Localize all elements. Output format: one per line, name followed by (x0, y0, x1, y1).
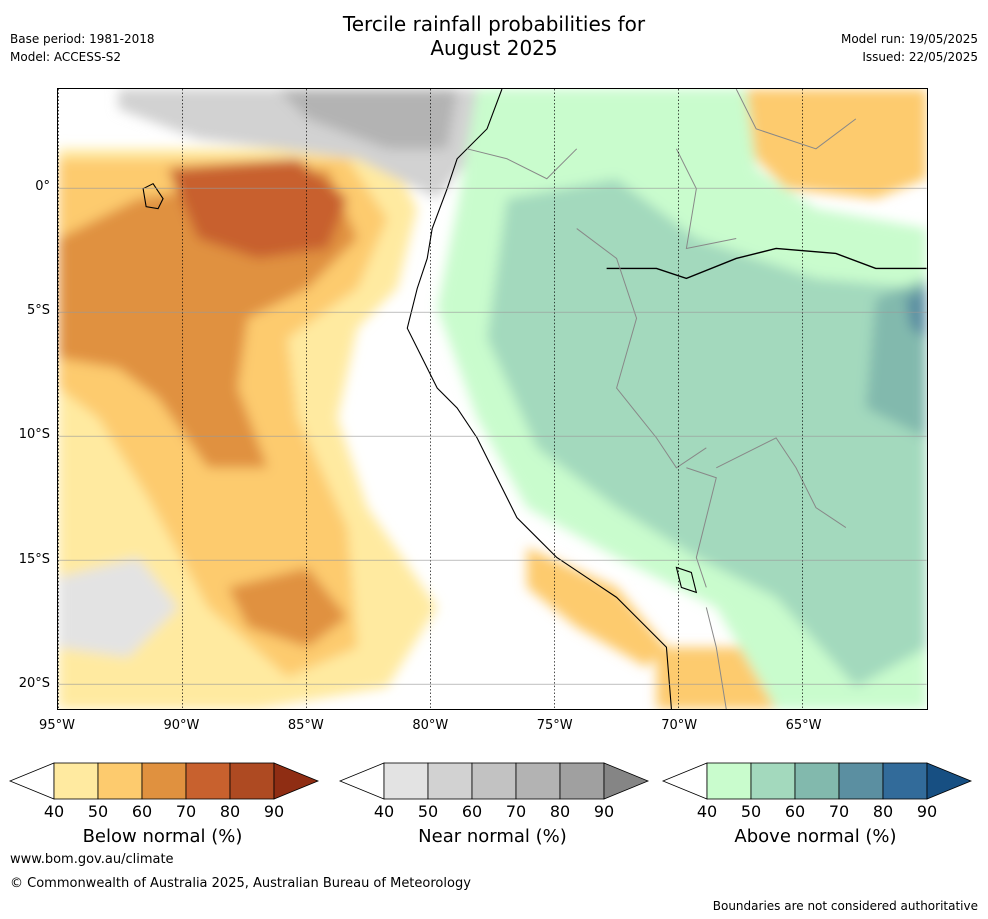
colorbar-tick-label: 40 (43, 802, 65, 821)
below-normal-region-south-inland (656, 647, 777, 709)
colorbar-above-normal (661, 762, 973, 800)
colorbar-extension-low (338, 762, 385, 800)
above-normal-label: Above normal (%) (734, 826, 897, 847)
latitude-lines (58, 187, 927, 685)
lon-label: 80°W (412, 718, 449, 733)
title-line-2: August 2025 (430, 36, 558, 60)
colorbar-tick-label: 90 (593, 802, 615, 821)
above-normal-region-80 (905, 288, 927, 339)
colorbar-tick-label: 40 (373, 802, 395, 821)
colorbar-extension-high (273, 762, 320, 800)
colorbar-below-normal (8, 762, 320, 800)
disclaimer-text: Boundaries are not considered authoritat… (712, 899, 978, 913)
grid-lines (58, 89, 803, 709)
lat-label: 0° (35, 178, 50, 194)
lat-label: 10°S (18, 427, 50, 443)
website-link[interactable]: www.bom.gov.au/climate (10, 852, 174, 867)
galapagos-islands (142, 182, 164, 210)
colorbar-tick-label: 90 (263, 802, 285, 821)
colorbar-tick-label: 40 (696, 802, 718, 821)
model-run-text: Model run: 19/05/2025 (840, 32, 978, 46)
title-line-1: Tercile rainfall probabilities for (342, 12, 646, 36)
coastline (142, 89, 927, 709)
border-colombia-brazil (675, 148, 737, 250)
below-normal-region-northeast (746, 89, 927, 199)
colorbar-segment (185, 762, 231, 800)
border-venezuela-brazil (735, 89, 857, 150)
below-normal-region-coast (526, 547, 667, 668)
chart-title: Tercile rainfall probabilities for Augus… (0, 12, 988, 60)
lat-label: 15°S (18, 551, 50, 567)
lon-label: 65°W (785, 718, 822, 733)
colorbar-tick-label: 50 (417, 802, 439, 821)
below-normal-label: Below normal (%) (82, 826, 243, 847)
lat-label: 5°S (26, 302, 50, 318)
issued-text: Issued: 22/05/2025 (862, 50, 978, 64)
colorbar-tick-label: 90 (916, 802, 938, 821)
colorbar-tick-label: 80 (549, 802, 571, 821)
colorbar-segment (515, 762, 561, 800)
colorbar-segment (427, 762, 473, 800)
colorbar-extension-low (8, 762, 55, 800)
colorbar-segment (97, 762, 143, 800)
border-chile-argentina (705, 607, 727, 709)
meta-right: Model run: 19/05/2025 Issued: 22/05/2025 (841, 30, 978, 66)
colorbar-tick-label: 60 (784, 802, 806, 821)
colorbar-segment (53, 762, 99, 800)
country-borders (466, 89, 857, 709)
amazon-river (606, 247, 927, 280)
colorbar-extension-high (603, 762, 650, 800)
probability-fields (58, 89, 927, 709)
colorbar-tick-label: 80 (219, 802, 241, 821)
colorbar-segment (706, 762, 752, 800)
colorbar-tick-label: 70 (828, 802, 850, 821)
colorbar-tick-label: 60 (131, 802, 153, 821)
near-normal-label: Near normal (%) (418, 826, 567, 847)
near-normal-region-southwest (58, 557, 179, 658)
lon-label: 95°W (39, 718, 75, 733)
model-text: Model: ACCESS-S2 (10, 50, 122, 64)
colorbar-near-normal (338, 762, 650, 800)
meta-left: Base period: 1981-2018 Model: ACCESS-S2 (10, 30, 155, 66)
lon-label: 75°W (536, 718, 573, 733)
colorbar-extension-high (926, 762, 973, 800)
near-normal-region-70 (277, 89, 458, 149)
lon-label: 85°W (287, 718, 324, 733)
border-bolivia-brazil (716, 437, 847, 528)
colorbar-segment (838, 762, 884, 800)
south-america-coastline (406, 89, 672, 709)
colorbar-segment (229, 762, 275, 800)
colorbar-tick-label: 60 (461, 802, 483, 821)
colorbar-extension-low (661, 762, 708, 800)
colorbar-segment (882, 762, 928, 800)
colorbar-tick-label: 70 (505, 802, 527, 821)
lon-label: 70°W (661, 718, 698, 733)
probability-map (57, 88, 928, 710)
colorbar-segment (559, 762, 605, 800)
lon-label: 90°W (163, 718, 200, 733)
colorbar-segment (471, 762, 517, 800)
below-normal-region-80 (168, 158, 348, 259)
colorbar-tick-label: 50 (740, 802, 762, 821)
colorbar-segment (383, 762, 429, 800)
lat-label: 20°S (18, 676, 50, 692)
copyright-text: © Commonwealth of Australia 2025, Austra… (10, 876, 471, 891)
colorbar-tick-label: 50 (87, 802, 109, 821)
colorbars (8, 762, 973, 800)
colorbar-segment (141, 762, 187, 800)
border-peru-brazil (576, 228, 707, 469)
colorbar-segment (794, 762, 840, 800)
below-normal-region-70-south (227, 567, 348, 648)
lake-titicaca (675, 566, 698, 594)
border-ecuador-colombia (466, 148, 578, 180)
colorbar-tick-label: 70 (175, 802, 197, 821)
colorbar-tick-label: 80 (872, 802, 894, 821)
colorbar-segment (750, 762, 796, 800)
base-period-text: Base period: 1981-2018 (10, 32, 155, 46)
border-peru-bolivia (686, 467, 717, 588)
